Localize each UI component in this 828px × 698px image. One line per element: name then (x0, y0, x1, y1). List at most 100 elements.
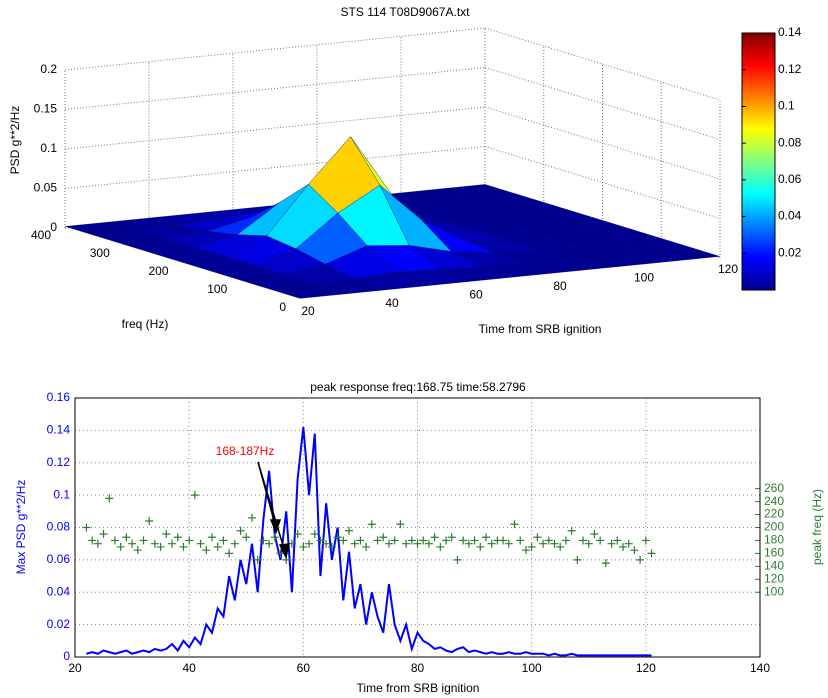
scatter-point (607, 539, 616, 548)
scatter-point (636, 555, 645, 564)
scatter-point (596, 536, 605, 545)
colorbar-tick-label: 0.08 (778, 135, 802, 149)
scatter-point (202, 546, 211, 555)
scatter-point (367, 520, 376, 529)
scatter-point (521, 546, 530, 555)
y-tick-label: 400 (31, 228, 51, 242)
scatter-point (230, 539, 239, 548)
scatter-point (276, 549, 285, 558)
scatter-point (345, 526, 353, 535)
scatter-point (162, 529, 171, 538)
scatter-point (430, 533, 439, 542)
scatter-point (150, 539, 159, 548)
scatter-point (270, 533, 279, 542)
z-tick-label: 0.05 (34, 181, 58, 195)
y2-axis-label: peak freq (Hz) (810, 489, 824, 565)
scatter-point (561, 536, 570, 545)
scatter-point (299, 542, 308, 551)
scatter-point (624, 539, 633, 548)
scatter-point (259, 536, 268, 545)
colorbar-tick-label: 0.04 (778, 209, 802, 223)
colorbar-tick-label: 0.1 (778, 99, 795, 113)
y2-tick-label: 220 (764, 507, 784, 521)
scatter-point (145, 517, 154, 526)
scatter-point (327, 542, 336, 551)
scatter-point (110, 536, 119, 545)
scatter-point (185, 536, 194, 545)
z-tick-label: 0 (50, 220, 57, 234)
z-tick-label: 0.15 (34, 102, 58, 116)
x-tick-label: 80 (553, 279, 567, 293)
scatter-point (584, 539, 593, 548)
scatter-point (533, 533, 542, 542)
scatter-point (424, 539, 433, 548)
y-tick-label: 0.1 (53, 487, 70, 501)
scatter-point (527, 542, 536, 551)
scatter-point (573, 555, 582, 564)
scatter-point (105, 494, 114, 503)
scatter-point (384, 539, 393, 548)
scatter-point (316, 536, 325, 545)
x-tick-label: 120 (718, 262, 738, 276)
scatter-point (168, 539, 177, 548)
scatter-point (247, 513, 256, 522)
scatter-point (379, 533, 388, 542)
scatter-point (630, 546, 639, 555)
scatter-point (373, 536, 382, 545)
y2-tick-label: 240 (764, 494, 784, 508)
y2-tick-label: 100 (764, 584, 784, 598)
x-tick-label: 20 (68, 661, 82, 675)
scatter-point (173, 533, 182, 542)
chart-title: peak response freq:168.75 time:58.2796 (310, 380, 526, 394)
scatter-point (156, 542, 165, 551)
scatter-point (310, 529, 319, 538)
scatter-point (407, 536, 416, 545)
scatter-point (390, 536, 399, 545)
grid-line (484, 27, 721, 101)
x-tick-label: 20 (301, 304, 315, 318)
grid-line (64, 67, 486, 110)
scatter-point (464, 539, 473, 548)
y2-tick-label: 160 (764, 546, 784, 560)
scatter-point (396, 520, 405, 529)
y2-tick-label: 180 (764, 533, 784, 547)
scatter-point (544, 536, 553, 545)
scatter-point (122, 533, 131, 542)
scatter-point (516, 536, 525, 545)
y-tick-label: 0 (279, 300, 286, 314)
scatter-point (88, 536, 97, 545)
y2-tick-label: 260 (764, 481, 784, 495)
grid-line (484, 146, 721, 219)
colorbar-tick-label: 0.12 (778, 62, 802, 76)
scatter-point (305, 539, 314, 548)
scatter-point (402, 539, 411, 548)
y-tick-label: 0.02 (47, 617, 71, 631)
y-tick-label: 0.14 (47, 423, 71, 437)
y-tick-label: 300 (90, 246, 110, 260)
y-tick-label: 0 (63, 649, 70, 663)
surface-patch (270, 284, 343, 299)
scatter-point (619, 542, 627, 551)
axes-box (74, 397, 761, 658)
scatter-point (459, 536, 468, 545)
scatter-point (333, 533, 342, 542)
surface-plot: 0 0.05 0.1 0.15 0.2 20 40 60 80 100 120 0 100 200 300 4… (31, 25, 802, 318)
scatter-point (133, 546, 142, 555)
y-tick-label: 200 (148, 264, 168, 278)
scatter-point (447, 533, 456, 542)
scatter-point (116, 542, 125, 551)
scatter-point (213, 542, 222, 551)
chart-title: STS 114 T08D9067A.txt (341, 5, 471, 19)
scatter-point (453, 555, 462, 564)
x-axis-label: Time from SRB ignition (479, 322, 602, 336)
y2-tick-label: 120 (764, 571, 784, 585)
scatter-point (139, 536, 148, 545)
scatter-point (93, 539, 102, 548)
y-tick-label: 0.04 (47, 584, 71, 598)
scatter-point (242, 533, 251, 542)
scatter-point (356, 536, 365, 545)
y-tick-label: 0.12 (47, 455, 71, 469)
x-tick-label: 40 (182, 661, 196, 675)
grid-line (64, 146, 486, 189)
